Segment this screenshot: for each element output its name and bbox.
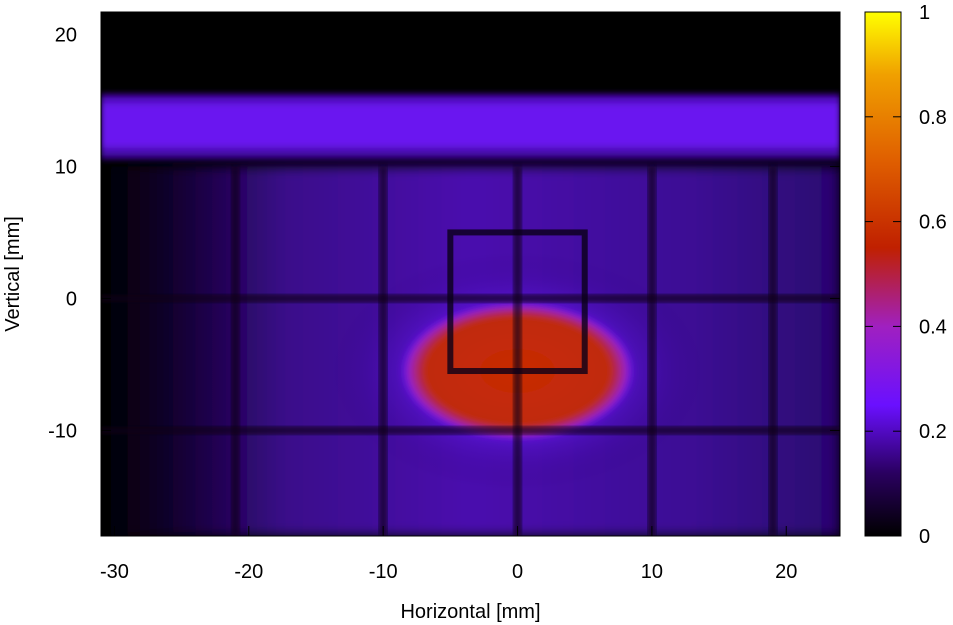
top-band [101,93,840,160]
x-tick-label: -30 [100,561,129,583]
y-tick-label: 10 [55,156,77,178]
plot-area [101,12,840,536]
y-axis-label: Vertical [mm] [2,216,24,332]
x-tick-label: 0 [512,561,523,583]
colorbar-tick-label: 0.6 [919,212,947,234]
y-axis: -10 0 10 20 [48,24,840,442]
x-tick-label: -10 [369,561,398,583]
y-tick-label: 20 [55,24,77,46]
wire-vertical [231,166,240,536]
colorbar-tick-label: 0.8 [919,107,947,129]
x-tick-label: 20 [775,561,797,583]
wire-vertical [513,166,522,536]
colorbar-tick-label: 0.4 [919,316,947,338]
wire-horizontal [101,294,840,303]
colorbar-ticks: 0 0.2 0.4 0.6 0.8 1 [865,2,947,548]
colorbar-tick-label: 0.2 [919,421,947,443]
x-axis: -30 -20 -10 0 10 20 [100,12,797,583]
x-axis-label: Horizontal [mm] [400,601,540,623]
y-tick-label: -10 [48,420,77,442]
x-tick-label: 10 [641,561,663,583]
colorbar-tick-label: 1 [919,2,930,24]
wire-vertical [647,166,656,536]
y-tick-label: 0 [66,288,77,310]
wire-vertical [379,166,388,536]
x-tick-label: -20 [234,561,263,583]
colorbar-tick-label: 0 [919,526,930,548]
colorbar [864,11,902,537]
wire-horizontal [101,426,840,435]
wire-vertical [768,166,777,536]
plot-frame [100,11,841,537]
inner-frame [447,229,588,375]
